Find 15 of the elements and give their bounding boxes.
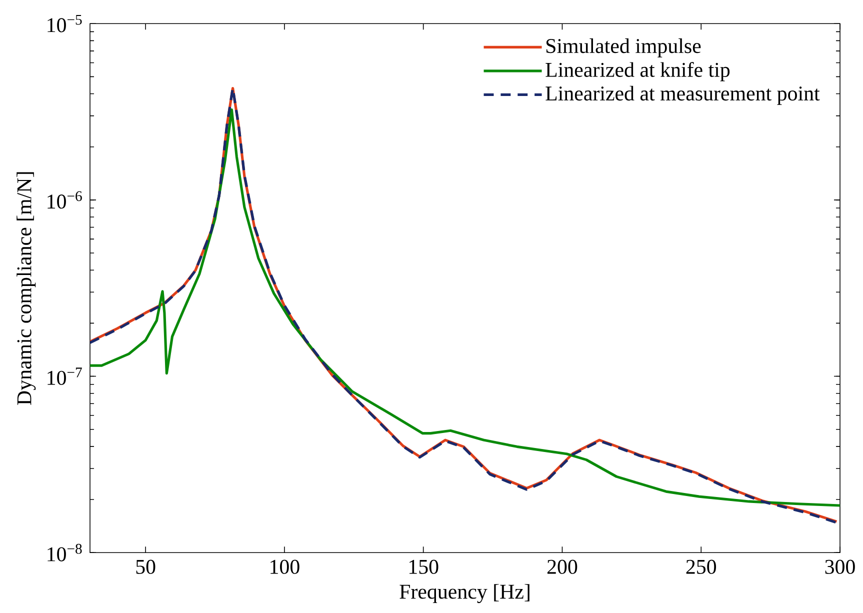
x-axis-title: Frequency [Hz] <box>400 584 530 604</box>
y-tick-label: 10$^{−5}$ <box>48 14 82 32</box>
y-axis-title: Dynamic compliance [m/N] <box>16 172 36 405</box>
legend-label: Simulated impulse <box>546 38 701 58</box>
y-tick-label: 10$^{−6}$ <box>48 191 82 209</box>
x-tick-label: 300 <box>825 560 855 574</box>
legend-label: Linearized at knife tip <box>546 62 730 82</box>
y-tick-label: 10$^{−8}$ <box>48 544 82 562</box>
x-tick-label: 150 <box>409 560 438 574</box>
x-tick-label: 100 <box>270 560 300 574</box>
x-tick-label: 250 <box>686 560 716 574</box>
x-tick-label: 200 <box>547 560 578 574</box>
y-tick-label: 10$^{−7}$ <box>48 368 82 385</box>
legend-label: Linearized at measurement point <box>546 86 820 105</box>
x-tick-label: 50 <box>136 560 156 574</box>
